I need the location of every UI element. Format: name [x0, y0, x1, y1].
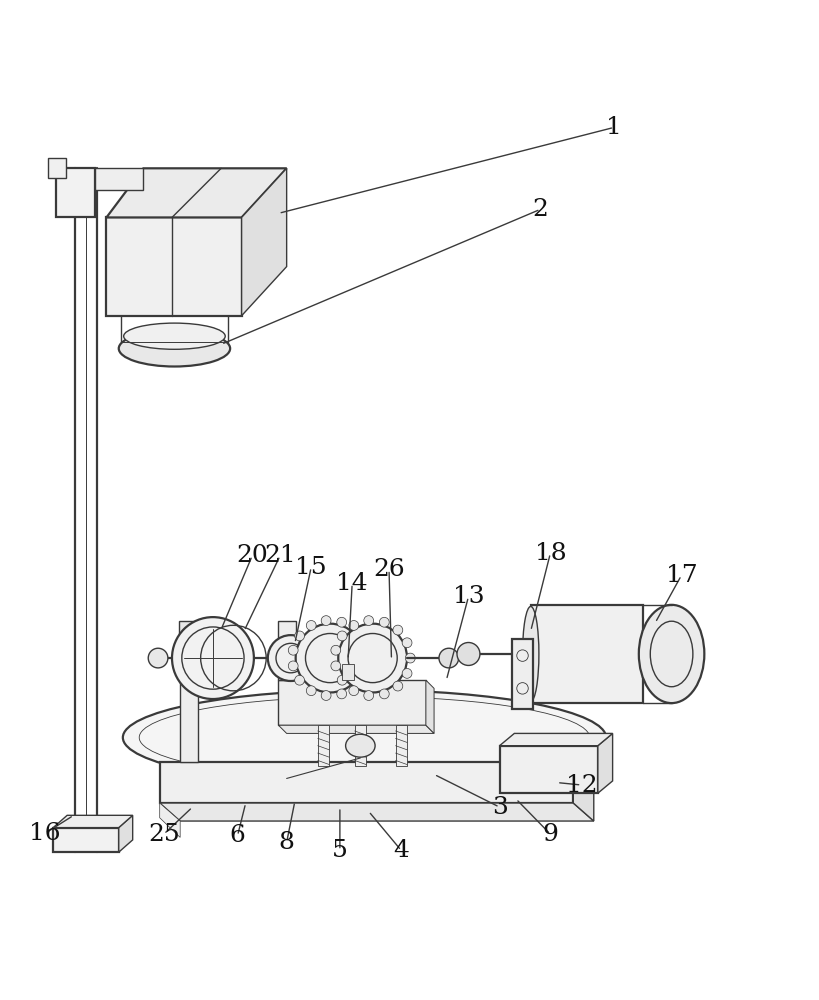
- Polygon shape: [119, 815, 133, 852]
- Ellipse shape: [119, 330, 230, 367]
- Text: 20: 20: [237, 544, 268, 567]
- Ellipse shape: [393, 681, 403, 691]
- Ellipse shape: [351, 625, 360, 635]
- Ellipse shape: [360, 638, 369, 648]
- Ellipse shape: [523, 606, 539, 701]
- Ellipse shape: [268, 635, 314, 681]
- Bar: [396, 725, 407, 766]
- Ellipse shape: [346, 734, 375, 757]
- Text: 14: 14: [337, 572, 368, 595]
- Polygon shape: [106, 168, 287, 217]
- Polygon shape: [573, 762, 594, 821]
- Ellipse shape: [639, 605, 704, 703]
- Polygon shape: [426, 680, 434, 733]
- Text: 13: 13: [453, 585, 484, 608]
- Polygon shape: [160, 762, 573, 803]
- Ellipse shape: [337, 675, 347, 685]
- Bar: [56, 168, 95, 217]
- Bar: [318, 725, 329, 766]
- Ellipse shape: [349, 686, 359, 696]
- Bar: [342, 664, 354, 680]
- Text: 3: 3: [491, 796, 508, 819]
- Polygon shape: [500, 746, 598, 793]
- Polygon shape: [160, 803, 180, 837]
- Ellipse shape: [148, 648, 168, 668]
- Ellipse shape: [338, 624, 407, 692]
- Text: 26: 26: [373, 558, 405, 581]
- Text: 25: 25: [148, 823, 179, 846]
- Text: 6: 6: [229, 824, 246, 847]
- Ellipse shape: [331, 645, 341, 655]
- Text: 16: 16: [29, 822, 61, 845]
- Polygon shape: [531, 605, 643, 703]
- Polygon shape: [53, 828, 119, 852]
- Ellipse shape: [360, 668, 369, 678]
- Ellipse shape: [337, 631, 347, 641]
- Ellipse shape: [457, 643, 480, 665]
- Ellipse shape: [337, 689, 346, 699]
- Ellipse shape: [379, 689, 389, 699]
- Ellipse shape: [351, 681, 360, 691]
- Ellipse shape: [331, 661, 341, 671]
- Polygon shape: [278, 725, 434, 733]
- Ellipse shape: [306, 686, 316, 696]
- Text: 9: 9: [542, 823, 559, 846]
- Text: 15: 15: [296, 556, 327, 579]
- Ellipse shape: [321, 691, 331, 700]
- Ellipse shape: [123, 690, 606, 785]
- Ellipse shape: [363, 653, 373, 663]
- Bar: [48, 158, 66, 178]
- Ellipse shape: [296, 624, 364, 692]
- Bar: [180, 647, 198, 762]
- Ellipse shape: [379, 617, 389, 627]
- Ellipse shape: [321, 616, 331, 626]
- Polygon shape: [95, 168, 143, 190]
- Text: 12: 12: [566, 774, 597, 797]
- Text: 5: 5: [332, 839, 348, 862]
- Text: 17: 17: [666, 564, 697, 587]
- Text: 4: 4: [393, 839, 410, 862]
- Polygon shape: [106, 217, 242, 316]
- Text: 18: 18: [535, 542, 566, 565]
- Ellipse shape: [402, 668, 412, 678]
- Bar: [179, 621, 200, 647]
- Ellipse shape: [439, 648, 459, 668]
- Polygon shape: [53, 815, 133, 828]
- Ellipse shape: [349, 621, 359, 630]
- Bar: [355, 725, 366, 766]
- Text: 1: 1: [606, 116, 622, 139]
- Ellipse shape: [405, 653, 415, 663]
- Text: 8: 8: [278, 831, 295, 854]
- Text: 2: 2: [532, 198, 549, 221]
- Ellipse shape: [295, 675, 305, 685]
- Ellipse shape: [295, 631, 305, 641]
- Ellipse shape: [402, 638, 412, 648]
- Ellipse shape: [172, 617, 254, 699]
- Polygon shape: [160, 803, 594, 821]
- Ellipse shape: [288, 645, 298, 655]
- Ellipse shape: [393, 625, 403, 635]
- Polygon shape: [500, 733, 613, 746]
- Ellipse shape: [306, 621, 316, 630]
- Bar: [278, 621, 296, 680]
- Ellipse shape: [364, 691, 373, 700]
- Polygon shape: [242, 168, 287, 316]
- Ellipse shape: [364, 616, 373, 626]
- Ellipse shape: [124, 323, 225, 349]
- Text: 21: 21: [265, 544, 296, 567]
- Bar: [512, 639, 533, 709]
- Polygon shape: [598, 733, 613, 793]
- Ellipse shape: [337, 617, 346, 627]
- Polygon shape: [278, 680, 426, 725]
- Ellipse shape: [288, 661, 298, 671]
